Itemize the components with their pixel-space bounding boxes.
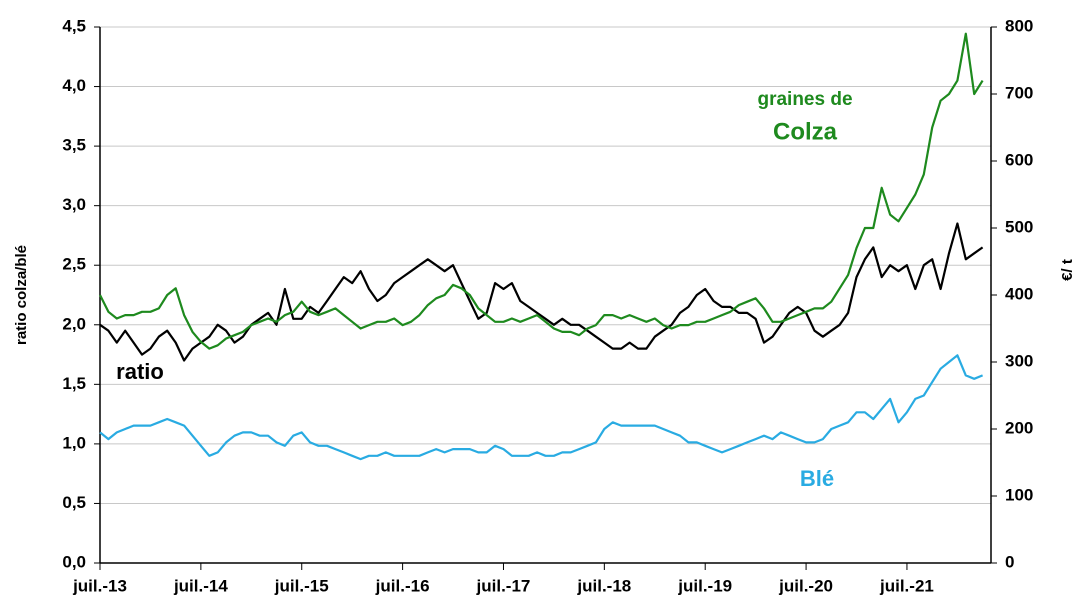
annotation: Blé (800, 466, 834, 491)
x-tick-label: juil.-20 (778, 576, 833, 595)
y-tick-label: 2,0 (62, 314, 86, 333)
y2-tick-label: 600 (1005, 150, 1033, 169)
x-tick-label: juil.-18 (576, 576, 631, 595)
x-tick-label: juil.-21 (879, 576, 934, 595)
y-tick-label: 4,0 (62, 76, 86, 95)
x-tick-label: juil.-14 (173, 576, 228, 595)
y2-tick-label: 700 (1005, 83, 1033, 102)
line-series (99, 222, 984, 362)
line-series (99, 32, 984, 350)
y-tick-label: 1,0 (62, 433, 86, 452)
y2-axis-label: €/ t (1059, 259, 1076, 281)
y-tick-label: 0,0 (62, 552, 86, 571)
annotation: Colza (773, 118, 838, 145)
x-tick-label: juil.-19 (677, 576, 732, 595)
y2-tick-label: 400 (1005, 284, 1033, 303)
y2-tick-label: 200 (1005, 418, 1033, 437)
annotation: graines de (757, 89, 852, 110)
y-tick-label: 4,5 (62, 16, 86, 35)
y-tick-label: 2,5 (62, 255, 86, 274)
y-tick-label: 3,0 (62, 195, 86, 214)
x-tick-label: juil.-17 (476, 576, 531, 595)
y-tick-label: 3,5 (62, 136, 86, 155)
x-tick-label: juil.-13 (72, 576, 127, 595)
y-tick-label: 0,5 (62, 493, 86, 512)
y2-tick-label: 800 (1005, 16, 1033, 35)
y-tick-label: 1,5 (62, 374, 86, 393)
x-tick-label: juil.-15 (274, 576, 329, 595)
y2-tick-label: 300 (1005, 351, 1033, 370)
y-axis-label: ratio colza/blé (13, 245, 30, 345)
annotation: ratio (116, 359, 164, 384)
x-tick-label: juil.-16 (375, 576, 430, 595)
y2-tick-label: 0 (1005, 552, 1014, 571)
y2-tick-label: 100 (1005, 485, 1033, 504)
line-series (99, 354, 984, 461)
y2-tick-label: 500 (1005, 217, 1033, 236)
